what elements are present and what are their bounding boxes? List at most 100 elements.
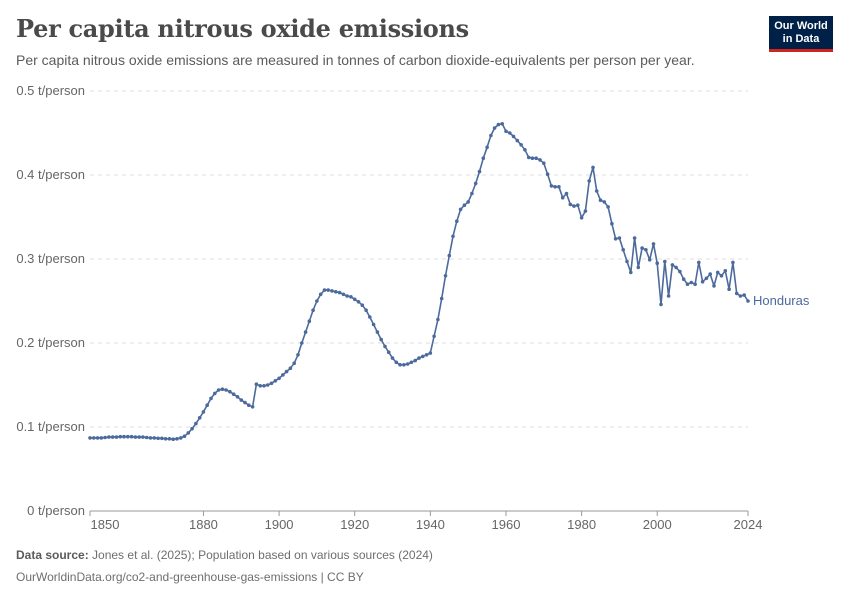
data-point (175, 437, 179, 441)
data-point (447, 253, 452, 258)
data-point (632, 236, 637, 240)
data-point (224, 388, 228, 392)
data-point (398, 363, 402, 367)
data-point (508, 131, 512, 135)
data-point (118, 434, 123, 439)
data-point (481, 156, 486, 160)
data-point (194, 421, 198, 426)
data-point (560, 195, 565, 200)
data-point (613, 237, 618, 241)
x-tick-label: 1920 (340, 517, 369, 532)
data-point (466, 200, 471, 204)
logo-line-2: in Data (782, 33, 820, 45)
data-point (598, 198, 603, 202)
data-point (262, 384, 266, 388)
data-point (88, 436, 92, 440)
data-point (651, 242, 656, 246)
data-point (352, 297, 357, 302)
data-point (610, 221, 614, 226)
data-point (318, 292, 323, 297)
data-point (133, 435, 138, 439)
data-point (250, 405, 255, 409)
data-point (746, 299, 750, 303)
data-point (413, 358, 418, 363)
data-point (693, 282, 697, 287)
data-point (583, 209, 588, 213)
data-point (496, 122, 501, 127)
data-point (515, 138, 520, 143)
data-point (625, 259, 629, 264)
data-point (542, 161, 546, 165)
grid-layer (90, 90, 748, 428)
data-point (568, 202, 573, 207)
data-point (700, 279, 705, 284)
data-point (190, 426, 194, 431)
data-source: Data source: Jones et al. (2025); Popula… (16, 548, 433, 562)
data-point (383, 344, 387, 349)
data-point (258, 384, 263, 388)
data-point (462, 203, 467, 207)
data-point (617, 236, 622, 240)
data-point (640, 246, 644, 250)
data-point (300, 341, 304, 345)
data-point (421, 354, 425, 359)
data-point (424, 353, 429, 357)
data-point (704, 276, 709, 281)
data-point (564, 191, 569, 196)
data-point (281, 373, 285, 377)
data-point (712, 284, 716, 288)
data-point (689, 280, 694, 285)
data-point (473, 181, 478, 186)
x-tick-label: 1940 (416, 517, 445, 532)
data-point (337, 290, 342, 295)
data-point (126, 434, 130, 439)
data-point (326, 288, 331, 292)
data-point (451, 234, 455, 239)
data-point (666, 294, 671, 298)
data-point (197, 416, 202, 420)
source-text: Jones et al. (2025); Population based on… (88, 548, 433, 562)
data-point (394, 360, 399, 365)
y-tick-label: 0 t/person (27, 503, 85, 518)
x-tick-label: 1900 (265, 517, 294, 532)
data-point (360, 303, 365, 308)
x-tick-label: 1850 (91, 517, 120, 532)
data-point (477, 169, 482, 174)
data-point (723, 269, 728, 273)
data-point (356, 300, 361, 304)
data-point (489, 133, 493, 138)
data-point (708, 272, 712, 276)
chart-title: Per capita nitrous oxide emissions (16, 14, 469, 43)
data-point (375, 330, 380, 334)
series-label: Honduras (753, 293, 810, 308)
data-point (621, 248, 625, 252)
owid-logo[interactable]: Our World in Data (769, 16, 833, 52)
data-point (368, 315, 372, 319)
data-point (99, 436, 104, 440)
data-point (428, 351, 433, 355)
data-point (629, 270, 633, 275)
data-point (685, 282, 690, 287)
data-point (182, 434, 187, 439)
data-point (107, 435, 111, 439)
data-point (670, 263, 675, 267)
data-point (553, 185, 557, 189)
data-point (92, 436, 96, 440)
data-point (137, 435, 141, 439)
data-point (349, 295, 353, 299)
source-url[interactable]: OurWorldinData.org/co2-and-greenhouse-ga… (16, 570, 364, 584)
data-point (636, 265, 641, 270)
y-tick-label: 0.3 t/person (16, 251, 85, 266)
data-point (265, 383, 270, 387)
data-point (663, 259, 667, 264)
data-point (341, 292, 346, 297)
y-tick-label: 0.5 t/person (16, 83, 85, 98)
data-point (371, 322, 376, 327)
data-point (288, 366, 293, 371)
data-point (549, 184, 554, 188)
data-point (674, 265, 678, 270)
data-point (213, 391, 217, 396)
data-point (390, 356, 395, 360)
data-point (659, 302, 663, 307)
